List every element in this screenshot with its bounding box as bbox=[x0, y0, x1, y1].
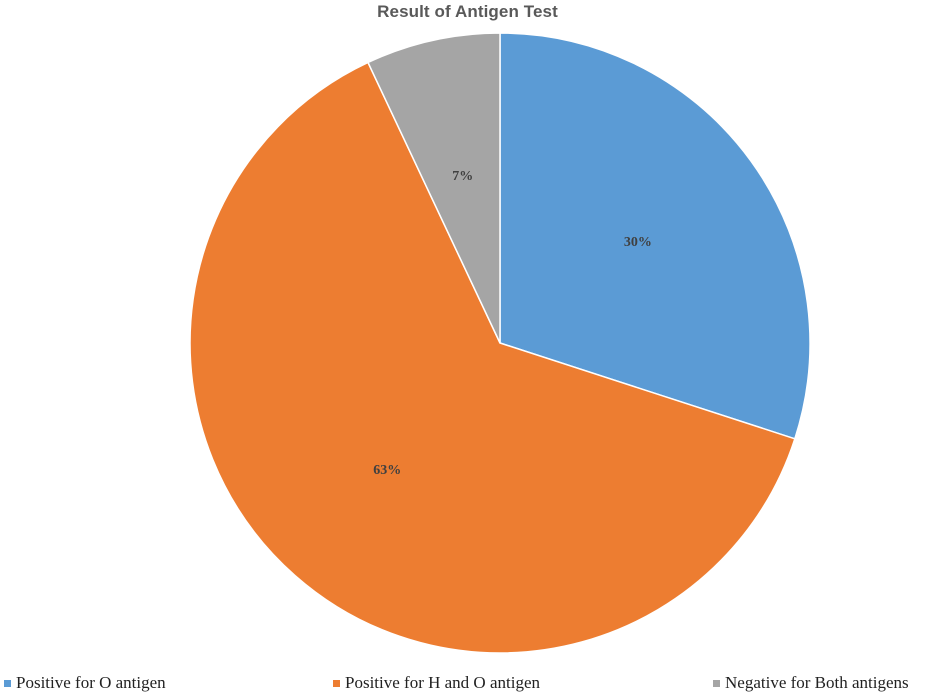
pie-slice-positive-o[interactable] bbox=[499, 32, 811, 440]
pie-slice-negative-both[interactable] bbox=[367, 32, 501, 344]
data-label-positive-o: 30% bbox=[624, 235, 652, 250]
pie-slices bbox=[189, 32, 811, 654]
legend-swatch-negative-both bbox=[713, 679, 720, 687]
legend-label: Negative for Both antigens bbox=[725, 673, 909, 692]
legend-item-negative-both[interactable]: Negative for Both antigens bbox=[713, 673, 909, 693]
data-label-negative-both: 7% bbox=[452, 169, 473, 184]
legend-label: Positive for H and O antigen bbox=[345, 673, 540, 692]
legend-swatch-positive-h-and-o bbox=[333, 679, 340, 687]
legend-label: Positive for O antigen bbox=[16, 673, 166, 692]
chart-title: Result of Antigen Test bbox=[377, 2, 558, 21]
legend-item-positive-h-and-o[interactable]: Positive for H and O antigen bbox=[333, 673, 540, 693]
legend-swatch-positive-o bbox=[4, 679, 11, 687]
legend-item-positive-o[interactable]: Positive for O antigen bbox=[4, 673, 166, 693]
chart-legend: Positive for O antigen Positive for H an… bbox=[0, 673, 935, 699]
pie-slice-positive-h-and-o[interactable] bbox=[189, 61, 796, 654]
data-label-positive-h-and-o: 63% bbox=[373, 463, 401, 478]
pie-data-labels: 30% 63% 7% bbox=[373, 169, 652, 478]
